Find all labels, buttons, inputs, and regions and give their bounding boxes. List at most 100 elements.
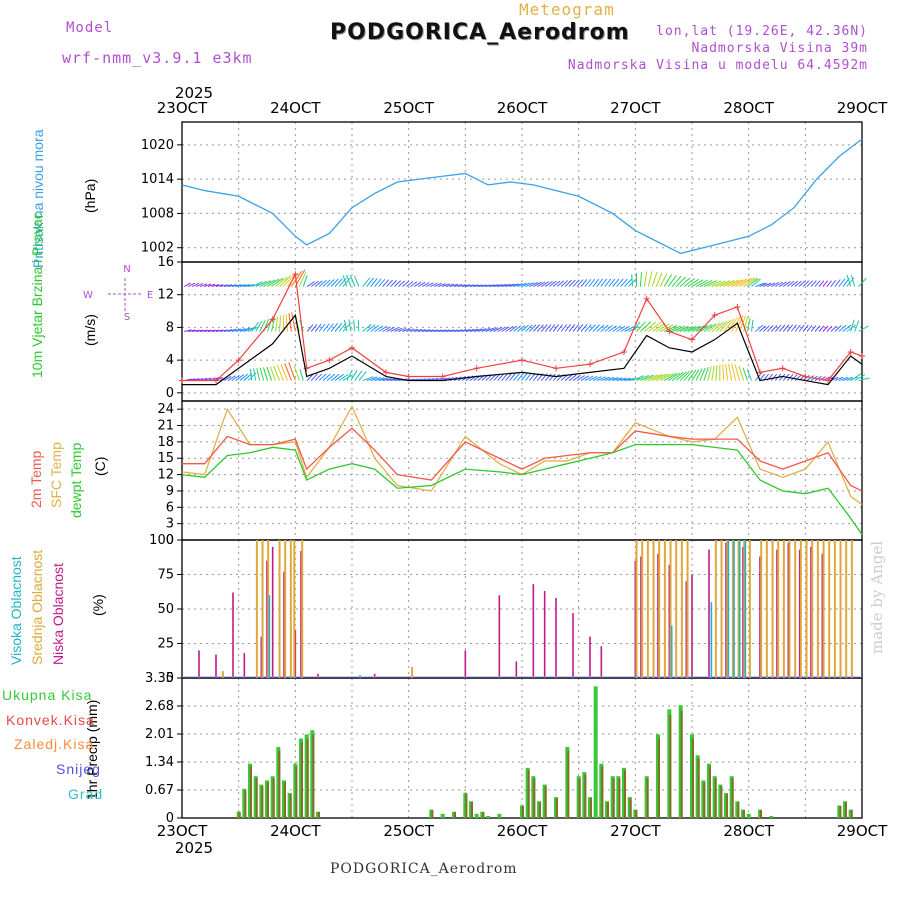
- wind-barb: [620, 278, 628, 287]
- wind-barb: [723, 318, 735, 332]
- precip-conv-bar: [527, 770, 530, 818]
- wind-barb: [418, 329, 427, 332]
- wind-barb: [386, 326, 395, 332]
- y-tick-label: 3: [166, 517, 174, 532]
- wind-barb: [664, 324, 678, 332]
- wind-barb: [731, 363, 737, 381]
- wind-barb: [477, 284, 487, 288]
- x-tick-label-top: 29OCT: [837, 99, 888, 117]
- wind-barb: [497, 284, 507, 288]
- wind-barb: [719, 280, 735, 287]
- wind-barb: [771, 282, 779, 287]
- wind-barb: [426, 282, 434, 287]
- wind-barb: [711, 280, 726, 287]
- wind-barb: [659, 273, 668, 287]
- wind-barb: [374, 377, 385, 382]
- compass-n: N: [123, 264, 130, 275]
- wind-barb: [262, 367, 269, 381]
- precip-conv-bar: [522, 806, 524, 818]
- wind-barb: [838, 376, 849, 382]
- wind-barb: [656, 323, 670, 332]
- precip-conv-bar: [567, 750, 570, 818]
- wind-barb: [814, 325, 821, 332]
- wind-barb: [631, 274, 633, 287]
- wind-barb: [318, 323, 326, 332]
- wind-barb: [418, 281, 426, 287]
- wind-barb: [576, 375, 585, 381]
- wind-barb: [505, 283, 515, 288]
- wind-barb: [794, 324, 801, 332]
- wind-barb: [219, 329, 228, 332]
- wind-barb: [485, 327, 495, 332]
- wind-barb: [259, 280, 272, 287]
- wind-barb: [509, 283, 519, 288]
- wind-barb: [529, 324, 537, 332]
- y-tick-label: 15: [157, 451, 174, 466]
- wind-gust-marker: [383, 369, 389, 376]
- wind-barb: [711, 321, 724, 332]
- wind-gust-marker: [587, 361, 593, 368]
- wind-barb: [293, 365, 300, 381]
- wind-barb: [537, 281, 546, 287]
- precip-conv-bar: [601, 766, 604, 818]
- wind-barb: [378, 377, 389, 382]
- precip-bar: [746, 813, 751, 818]
- wind-barb: [580, 375, 590, 381]
- wind-gust-marker: [269, 316, 276, 323]
- wind-barb: [457, 284, 467, 288]
- wind-barb: [406, 281, 414, 287]
- wind-barb: [826, 280, 832, 287]
- wind-barb: [227, 284, 237, 288]
- wind-barb: [548, 324, 556, 332]
- y-tick-label: 75: [157, 568, 174, 583]
- wind-barb: [362, 323, 372, 332]
- wind-barb: [612, 377, 623, 382]
- wind-barb: [592, 376, 602, 382]
- wind-barb: [734, 364, 741, 381]
- wind-barb: [251, 281, 263, 287]
- wind-barb: [334, 278, 343, 287]
- wind-barb: [410, 328, 419, 332]
- y-tick-label: 0: [166, 811, 174, 826]
- wind-barb: [572, 324, 580, 332]
- y-tick-label: 50: [157, 602, 174, 617]
- wind-barb: [639, 272, 642, 287]
- precip-bar: [769, 815, 774, 818]
- wind-barb: [759, 325, 766, 332]
- wind-barb: [691, 325, 704, 332]
- precip-conv-bar: [726, 794, 728, 818]
- precip-conv-bar: [839, 806, 842, 818]
- wind-barb: [299, 368, 304, 381]
- wind-barb: [513, 325, 522, 332]
- wind-barb: [318, 373, 327, 381]
- wind-barb: [533, 281, 542, 287]
- wind-barb: [334, 373, 345, 381]
- wind-barb: [306, 281, 315, 287]
- wind-barb: [691, 279, 704, 287]
- wind-barb: [437, 283, 446, 287]
- wind-barb: [529, 281, 538, 287]
- wind-barb: [778, 281, 787, 287]
- wind-barb: [354, 275, 360, 287]
- wind-barb: [616, 377, 627, 382]
- wind-barb: [703, 323, 717, 332]
- panel-frame: [181, 400, 863, 541]
- wind-barb: [497, 373, 505, 381]
- wind-barb: [501, 283, 511, 288]
- wind-barb: [513, 283, 523, 288]
- wind-barb: [576, 324, 584, 332]
- precip-conv-bar: [697, 758, 700, 818]
- wind-barb: [382, 326, 391, 332]
- footer-station: PODGORICA_Aerodrom: [330, 861, 518, 877]
- wind-gust-marker: [757, 369, 763, 376]
- wind-barb: [584, 278, 592, 287]
- wind-barb: [727, 279, 744, 287]
- precip-conv-bar: [267, 782, 269, 818]
- wind-barb: [842, 376, 853, 382]
- wind-barb: [652, 373, 667, 382]
- wind-barb: [548, 373, 556, 381]
- wind-barb: [826, 325, 833, 332]
- wind-barb: [616, 278, 624, 287]
- wind-barb: [552, 373, 560, 381]
- wind-barb: [655, 272, 663, 287]
